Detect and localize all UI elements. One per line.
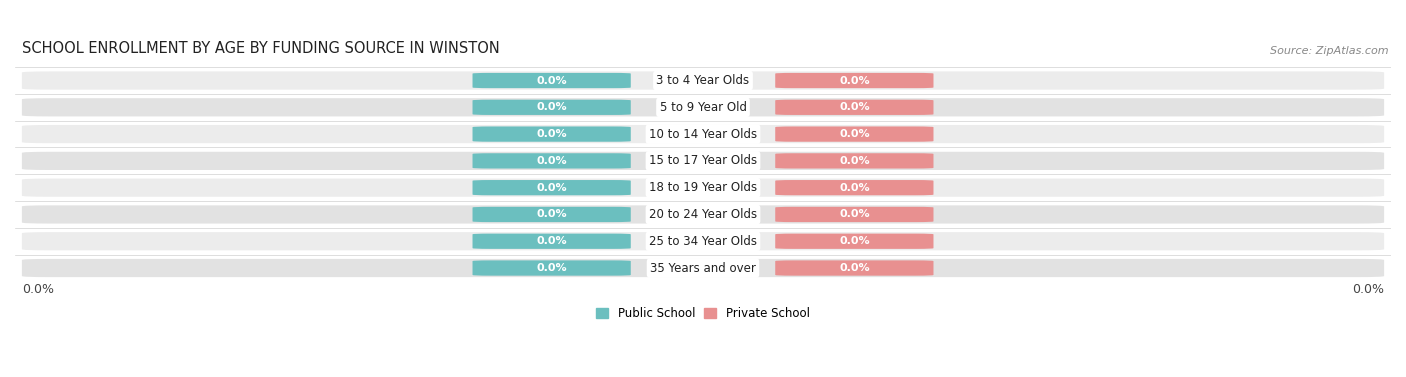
FancyBboxPatch shape — [22, 179, 1384, 197]
Text: 0.0%: 0.0% — [536, 210, 567, 219]
FancyBboxPatch shape — [472, 234, 631, 249]
Text: 0.0%: 0.0% — [536, 263, 567, 273]
Text: 0.0%: 0.0% — [839, 75, 870, 86]
Text: 0.0%: 0.0% — [536, 236, 567, 246]
FancyBboxPatch shape — [775, 153, 934, 169]
Text: SCHOOL ENROLLMENT BY AGE BY FUNDING SOURCE IN WINSTON: SCHOOL ENROLLMENT BY AGE BY FUNDING SOUR… — [22, 41, 499, 57]
Text: 18 to 19 Year Olds: 18 to 19 Year Olds — [650, 181, 756, 194]
FancyBboxPatch shape — [22, 152, 1384, 170]
FancyBboxPatch shape — [472, 100, 631, 115]
FancyBboxPatch shape — [22, 71, 1384, 90]
Text: 20 to 24 Year Olds: 20 to 24 Year Olds — [650, 208, 756, 221]
FancyBboxPatch shape — [775, 207, 934, 222]
FancyBboxPatch shape — [775, 261, 934, 276]
Text: 0.0%: 0.0% — [839, 183, 870, 193]
Text: 10 to 14 Year Olds: 10 to 14 Year Olds — [650, 127, 756, 141]
FancyBboxPatch shape — [472, 153, 631, 169]
Text: 0.0%: 0.0% — [839, 156, 870, 166]
FancyBboxPatch shape — [472, 261, 631, 276]
Text: 15 to 17 Year Olds: 15 to 17 Year Olds — [650, 155, 756, 167]
Text: 25 to 34 Year Olds: 25 to 34 Year Olds — [650, 235, 756, 248]
Legend: Public School, Private School: Public School, Private School — [593, 305, 813, 323]
FancyBboxPatch shape — [472, 126, 631, 142]
Text: 0.0%: 0.0% — [536, 129, 567, 139]
Text: 0.0%: 0.0% — [839, 210, 870, 219]
Text: Source: ZipAtlas.com: Source: ZipAtlas.com — [1270, 46, 1388, 57]
Text: 0.0%: 0.0% — [536, 156, 567, 166]
FancyBboxPatch shape — [775, 234, 934, 249]
Text: 0.0%: 0.0% — [536, 75, 567, 86]
FancyBboxPatch shape — [22, 98, 1384, 116]
Text: 0.0%: 0.0% — [1353, 283, 1384, 296]
FancyBboxPatch shape — [472, 180, 631, 195]
Text: 5 to 9 Year Old: 5 to 9 Year Old — [659, 101, 747, 114]
FancyBboxPatch shape — [22, 205, 1384, 224]
Text: 0.0%: 0.0% — [839, 102, 870, 112]
FancyBboxPatch shape — [775, 73, 934, 88]
Text: 35 Years and over: 35 Years and over — [650, 262, 756, 274]
FancyBboxPatch shape — [775, 126, 934, 142]
Text: 0.0%: 0.0% — [536, 102, 567, 112]
Text: 0.0%: 0.0% — [839, 263, 870, 273]
Text: 0.0%: 0.0% — [839, 236, 870, 246]
FancyBboxPatch shape — [22, 125, 1384, 143]
Text: 0.0%: 0.0% — [22, 283, 53, 296]
FancyBboxPatch shape — [472, 73, 631, 88]
FancyBboxPatch shape — [775, 100, 934, 115]
FancyBboxPatch shape — [22, 232, 1384, 250]
Text: 0.0%: 0.0% — [839, 129, 870, 139]
Text: 0.0%: 0.0% — [536, 183, 567, 193]
FancyBboxPatch shape — [22, 259, 1384, 277]
Text: 3 to 4 Year Olds: 3 to 4 Year Olds — [657, 74, 749, 87]
FancyBboxPatch shape — [775, 180, 934, 195]
FancyBboxPatch shape — [472, 207, 631, 222]
